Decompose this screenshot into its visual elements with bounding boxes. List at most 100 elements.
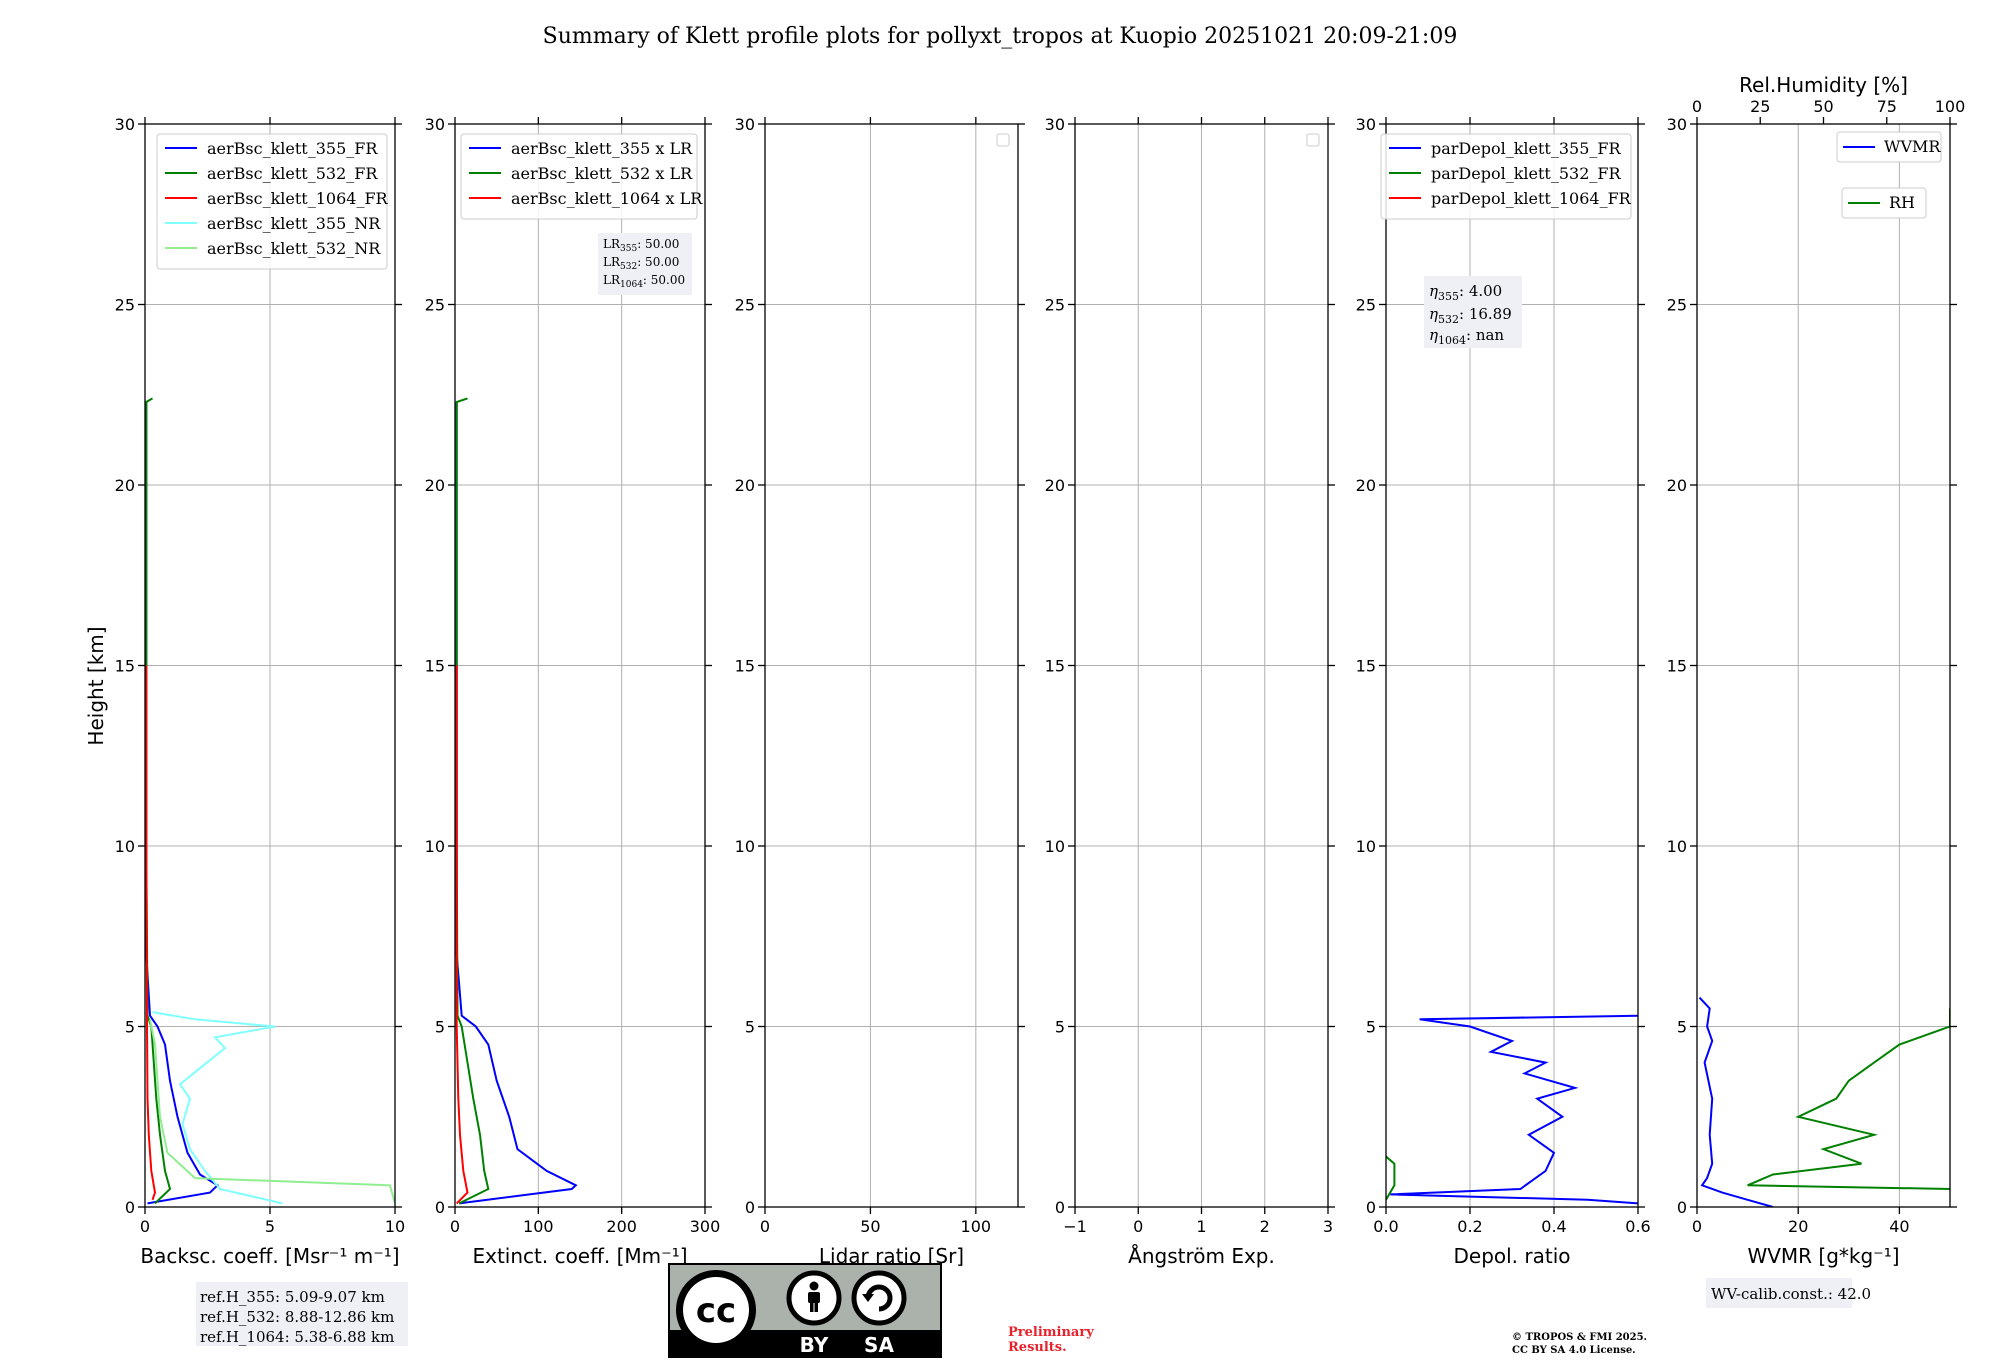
legend-label: aerBsc_klett_355 x LR bbox=[511, 139, 693, 158]
backscatter-ref-height-box: ref.H_355: 5.09-9.07 km ref.H_532: 8.88-… bbox=[196, 1282, 408, 1346]
y-tick-label: 25 bbox=[1356, 296, 1376, 315]
legend-label: parDepol_klett_532_FR bbox=[1431, 164, 1622, 183]
preliminary-results-line1: Preliminary bbox=[1008, 1325, 1094, 1340]
series-line-aerBsc_klett_532 x LR bbox=[455, 397, 490, 1205]
series-line-aerBsc_klett_532_FR bbox=[145, 397, 172, 1205]
series-line-aerBsc_klett_532_NR bbox=[149, 1019, 395, 1204]
y-tick-label: 0 bbox=[1055, 1198, 1065, 1217]
y-tick-label: 30 bbox=[115, 115, 135, 134]
y-tick-label: 15 bbox=[1045, 657, 1065, 676]
x-tick-label: 100 bbox=[961, 1217, 992, 1236]
x-tick-label: 3 bbox=[1323, 1217, 1333, 1236]
x-tick-label: 2 bbox=[1260, 1217, 1270, 1236]
legend-label: RH bbox=[1889, 193, 1915, 212]
panel-backscatter: 0 5 10 15 20 25 30 0 5 10 Backsc. coeff. [Msr⁻¹ m⁻… bbox=[115, 115, 406, 1268]
legend-label: parDepol_klett_355_FR bbox=[1431, 139, 1622, 158]
series-line-aerBsc_klett_1064 x LR bbox=[455, 665, 469, 1205]
legend-label: WVMR bbox=[1884, 137, 1941, 156]
y-tick-label: 25 bbox=[1045, 296, 1065, 315]
y-tick-label: 10 bbox=[115, 837, 135, 856]
series-group bbox=[455, 397, 578, 1205]
copyright-line2: CC BY SA 4.0 License. bbox=[1512, 1345, 1636, 1356]
series-line-aerBsc_klett_1064_FR bbox=[145, 665, 157, 1201]
legend-rh: RH bbox=[1841, 187, 1927, 219]
y-tick-label: 10 bbox=[1045, 837, 1065, 856]
y-tick-label: 25 bbox=[735, 296, 755, 315]
x-tick-label: 200 bbox=[606, 1217, 637, 1236]
series-line-aerBsc_klett_355 x LR bbox=[455, 402, 578, 1205]
x-axis-label: Ångström Exp. bbox=[1128, 1244, 1275, 1268]
y-tick-label: 5 bbox=[1055, 1018, 1065, 1037]
figure-title: Summary of Klett profile plots for polly… bbox=[543, 24, 1458, 49]
y-axis-label: Height [km] bbox=[84, 626, 108, 745]
y-tick-label: 10 bbox=[1667, 837, 1687, 856]
y-tick-label: 10 bbox=[735, 837, 755, 856]
legend-box bbox=[1380, 133, 1632, 220]
x-tick-label: 20 bbox=[1788, 1217, 1808, 1236]
y-tick-label: 0 bbox=[125, 1198, 135, 1217]
legend: aerBsc_klett_355 x LR aerBsc_klett_532 x … bbox=[460, 133, 703, 220]
y-tick-label: 0 bbox=[745, 1198, 755, 1217]
x-axis-label: Backsc. coeff. [Msr⁻¹ m⁻¹] bbox=[140, 1244, 399, 1268]
legend-box bbox=[1836, 131, 1942, 163]
y-tick-label: 20 bbox=[1667, 476, 1687, 495]
copyright-line1: © TROPOS & FMI 2025. bbox=[1512, 1332, 1647, 1343]
legend-label: aerBsc_klett_355_FR bbox=[207, 139, 378, 158]
y-tick-label: 20 bbox=[1356, 476, 1376, 495]
y-tick-label: 0 bbox=[1677, 1198, 1687, 1217]
empty-legend-box bbox=[1306, 133, 1320, 147]
eta-1064-label: η1064: nan bbox=[1429, 326, 1504, 347]
lr-1064-label: LR1064: 50.00 bbox=[603, 273, 685, 290]
angstrom-eta-box: η355: 4.00 η532: 16.89 η1064: nan bbox=[1424, 276, 1522, 348]
legend-label: aerBsc_klett_1064 x LR bbox=[511, 189, 703, 208]
legend-label: aerBsc_klett_532 x LR bbox=[511, 164, 693, 183]
share-alike-icon bbox=[851, 1270, 907, 1326]
series-group bbox=[1386, 1014, 1638, 1205]
y-tick-label: 5 bbox=[435, 1018, 445, 1037]
x-tick-label: 0.4 bbox=[1541, 1217, 1566, 1236]
legend-box bbox=[156, 133, 388, 270]
y-tick-label: 20 bbox=[425, 476, 445, 495]
x-tick-label: 0 bbox=[450, 1217, 460, 1236]
y-tick-label: 10 bbox=[425, 837, 445, 856]
x-axis-label: Depol. ratio bbox=[1453, 1244, 1570, 1268]
top-x-tick-label: 100 bbox=[1935, 97, 1966, 116]
y-tick-label: 15 bbox=[115, 657, 135, 676]
y-tick-label: 20 bbox=[115, 476, 135, 495]
legend-box bbox=[460, 133, 698, 220]
x-axis-label: WVMR [g*kg⁻¹] bbox=[1747, 1244, 1899, 1268]
y-tick-label: 30 bbox=[425, 115, 445, 134]
y-tick-label: 5 bbox=[1366, 1018, 1376, 1037]
x-tick-label: 300 bbox=[690, 1217, 721, 1236]
y-tick-label: 30 bbox=[735, 115, 755, 134]
y-tick-label: 30 bbox=[1045, 115, 1065, 134]
top-x-tick-label: 50 bbox=[1813, 97, 1833, 116]
lr-532-label: LR532: 50.00 bbox=[603, 255, 679, 272]
x-tick-label: 50 bbox=[860, 1217, 880, 1236]
panel-wvmr: 0 5 10 15 20 25 30 0 20 40 WVMR [g*kg⁻¹] 0 25 50 75 100… bbox=[1667, 73, 1966, 1268]
ref-height-532: ref.H_532: 8.88-12.86 km bbox=[200, 1308, 394, 1326]
preliminary-results-line2: Results. bbox=[1008, 1340, 1067, 1355]
y-tick-label: 25 bbox=[425, 296, 445, 315]
legend-wvmr: WVMR bbox=[1836, 131, 1942, 163]
y-tick-label: 20 bbox=[735, 476, 755, 495]
y-tick-label: 0 bbox=[435, 1198, 445, 1217]
legend: parDepol_klett_355_FR parDepol_klett_532_… bbox=[1380, 133, 1632, 220]
x-tick-label: 10 bbox=[385, 1217, 405, 1236]
legend: aerBsc_klett_355_FR aerBsc_klett_532_FRae… bbox=[156, 133, 389, 270]
legend-label: aerBsc_klett_355_NR bbox=[207, 214, 381, 233]
cc-sa-label: SA bbox=[864, 1333, 894, 1357]
top-x-tick-label: 75 bbox=[1877, 97, 1897, 116]
ref-height-1064: ref.H_1064: 5.38-6.88 km bbox=[200, 1328, 394, 1346]
y-tick-label: 5 bbox=[1677, 1018, 1687, 1037]
y-tick-label: 25 bbox=[115, 296, 135, 315]
x-tick-label: 1 bbox=[1196, 1217, 1206, 1236]
legend-label: aerBsc_klett_532_NR bbox=[207, 239, 381, 258]
y-tick-label: 5 bbox=[745, 1018, 755, 1037]
series-line-parDepol_klett_532_FR bbox=[1386, 1155, 1396, 1201]
eta-532-label: η532: 16.89 bbox=[1429, 305, 1512, 326]
series-line-RH bbox=[1747, 1008, 1950, 1190]
